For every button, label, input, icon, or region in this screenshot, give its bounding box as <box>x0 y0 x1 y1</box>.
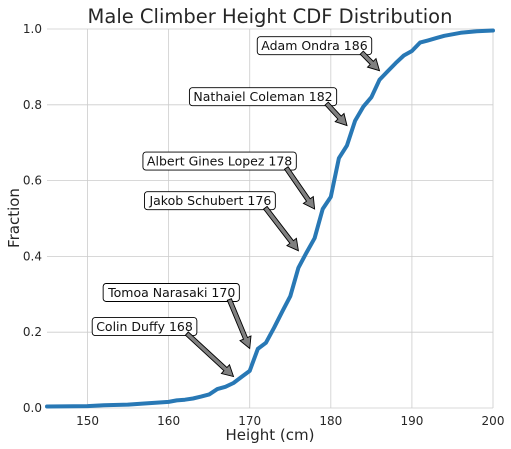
series-layer <box>45 28 495 409</box>
x-tick-label: 200 <box>482 414 505 428</box>
y-tick-label: 0.8 <box>23 98 42 112</box>
annotation-arrow <box>262 205 299 252</box>
x-tick-label: 170 <box>238 414 261 428</box>
x-tick-label: 180 <box>319 414 342 428</box>
annotation-box <box>142 151 297 171</box>
annotation: Albert Gines Lopez 178 <box>142 151 316 210</box>
y-tick-label: 0.2 <box>23 325 42 339</box>
x-tick-label: 160 <box>157 414 180 428</box>
annotation-label: Tomoa Narasaki 170 <box>107 285 235 300</box>
annotation: Colin Duffy 168 <box>91 317 235 378</box>
annotation-arrow <box>324 101 348 127</box>
cdf-line <box>45 28 495 409</box>
annotation-label: Albert Gines Lopez 178 <box>147 154 292 169</box>
y-tick-label: 0.6 <box>23 174 42 188</box>
annotation-label: Jakob Schubert 176 <box>148 193 271 208</box>
y-tick-label: 1.0 <box>23 22 42 36</box>
annotation-arrow <box>283 166 316 210</box>
annotation-box <box>102 283 240 302</box>
x-tick-label: 150 <box>76 414 99 428</box>
annotation-arrow <box>184 331 235 378</box>
annotation: Jakob Schubert 176 <box>144 191 299 252</box>
annotation: Tomoa Narasaki 170 <box>102 283 252 350</box>
x-axis-title: Height (cm) <box>226 426 315 444</box>
x-tick-label: 190 <box>400 414 423 428</box>
annotation-arrow <box>359 50 381 72</box>
annotation-layer: Adam Ondra 186 Nathaiel Coleman 182 Albert… <box>91 36 381 378</box>
annotation-label: Colin Duffy 168 <box>96 319 193 334</box>
annotation-box <box>256 36 373 56</box>
annotation-box <box>188 87 338 107</box>
y-tick-label: 0.4 <box>23 249 42 263</box>
annotation: Adam Ondra 186 <box>256 36 381 72</box>
annotation-label: Nathaiel Coleman 182 <box>193 89 332 104</box>
axis-layer: 150 160 170 180 190 200 0.0 0.2 0.4 0.6 0.8 1.0 <box>23 22 505 428</box>
annotation: Nathaiel Coleman 182 <box>188 87 348 127</box>
annotation-label: Adam Ondra 186 <box>261 38 367 53</box>
chart-title: Male Climber Height CDF Distribution <box>88 5 453 28</box>
annotation-box <box>91 317 198 336</box>
annotation-arrow <box>226 298 252 350</box>
y-axis-title: Fraction <box>5 188 23 248</box>
y-tick-label: 0.0 <box>23 401 42 415</box>
annotation-box <box>144 191 276 211</box>
